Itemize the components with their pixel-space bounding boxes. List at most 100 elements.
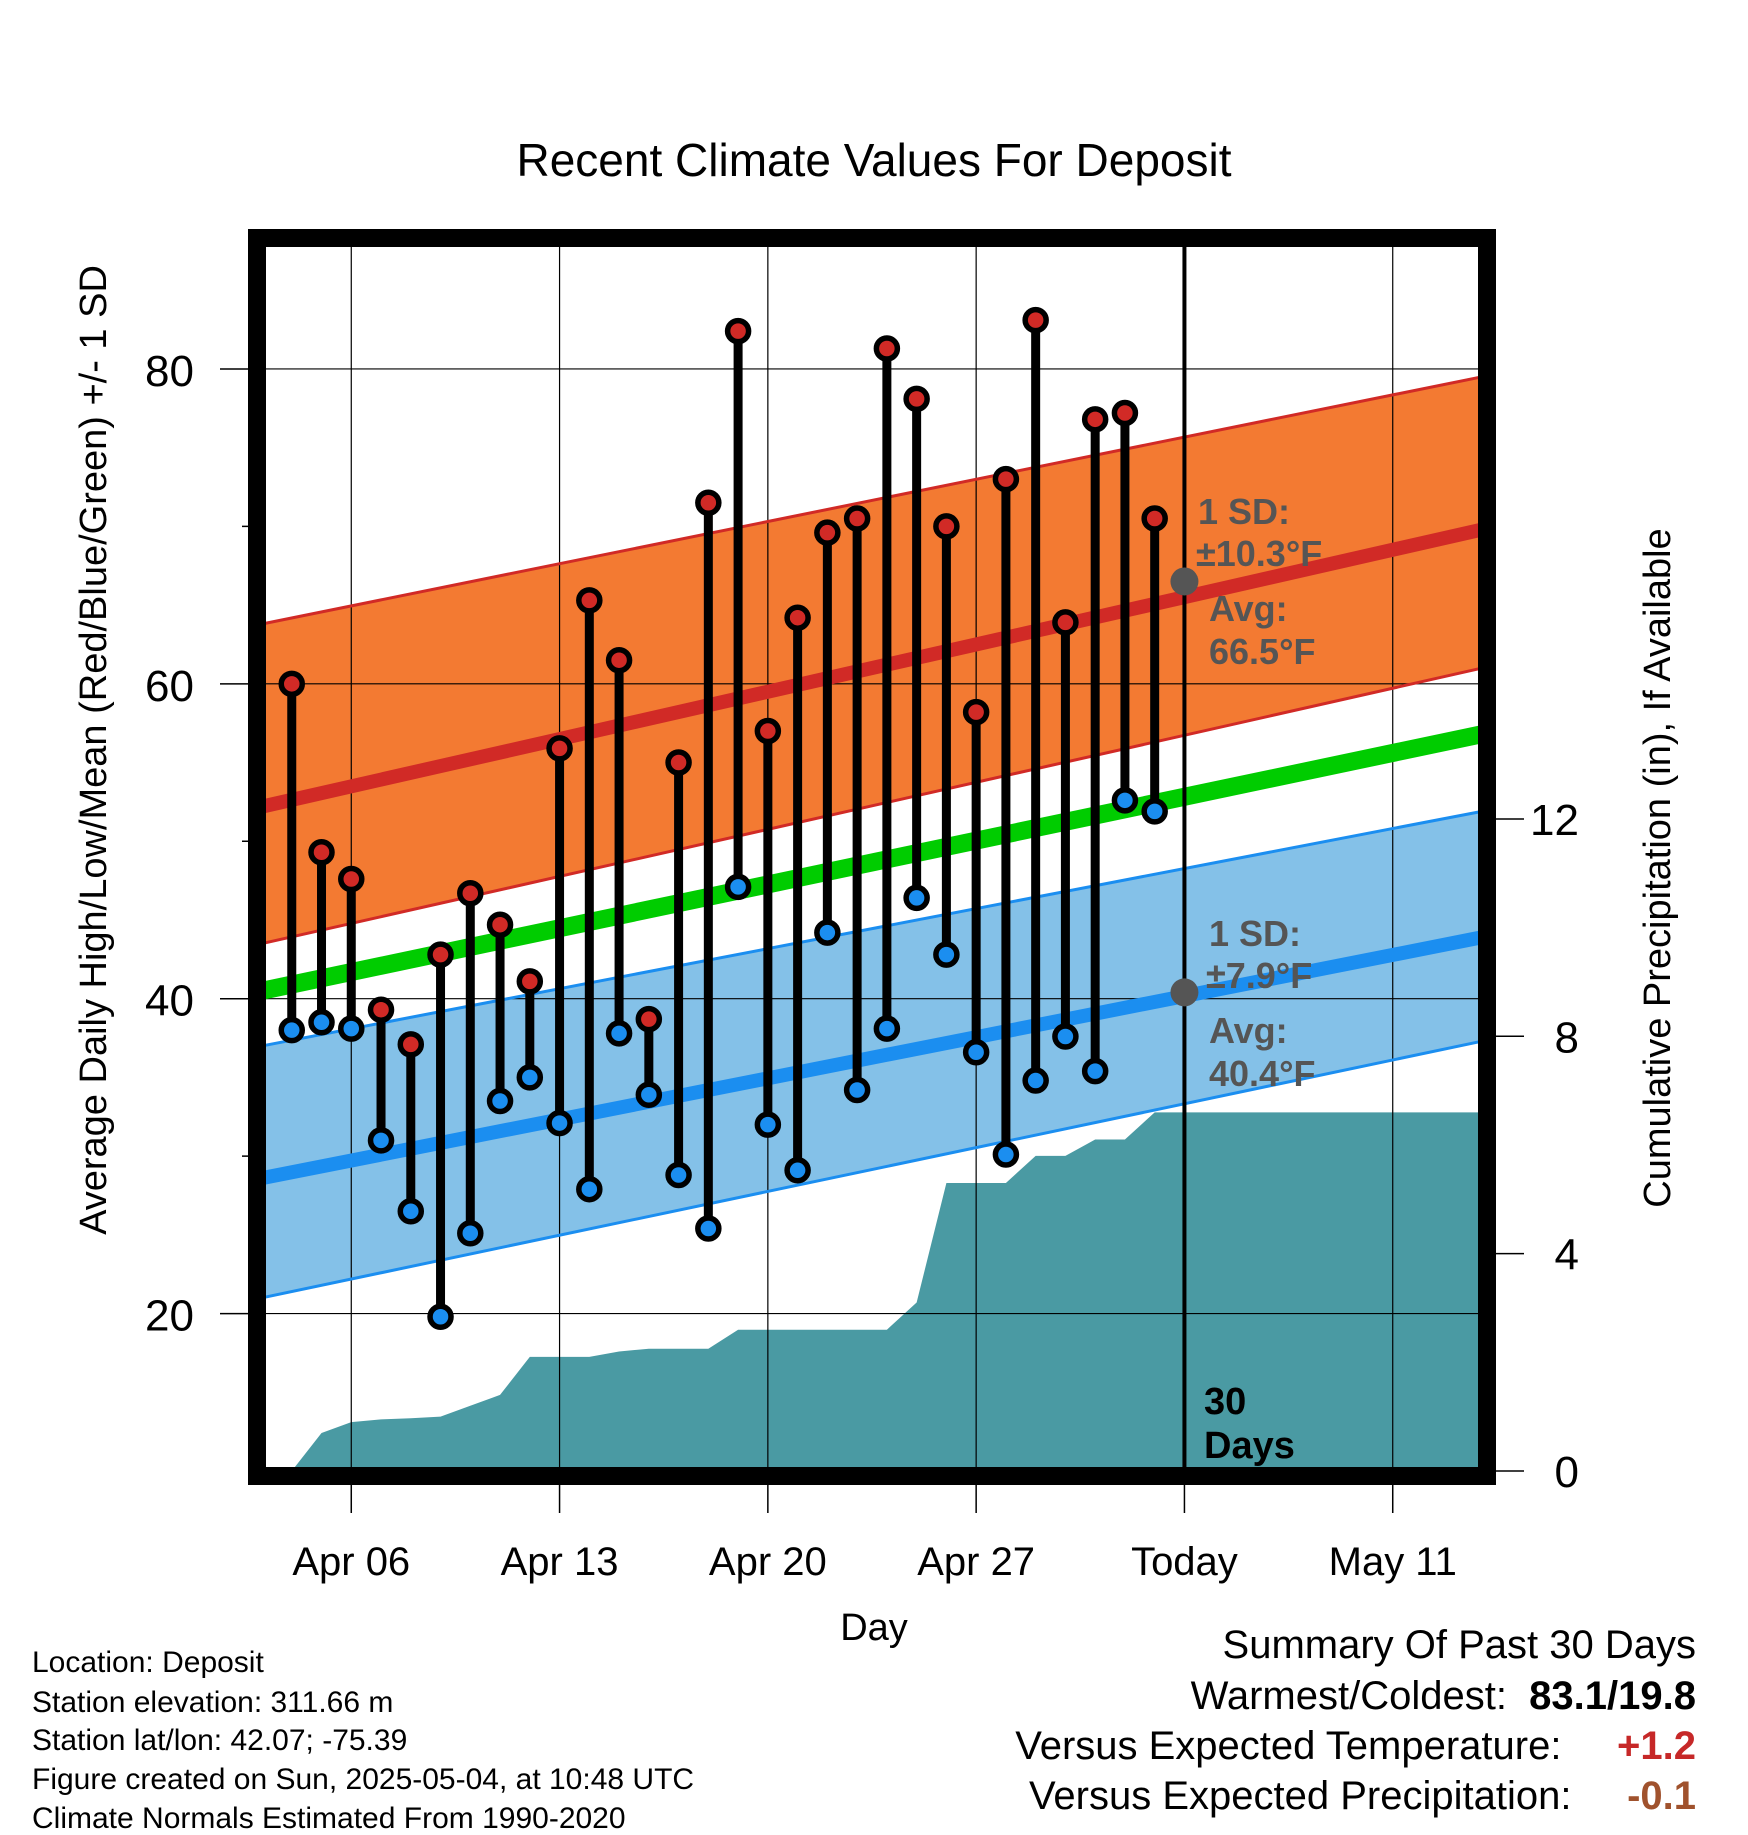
high-upper-line	[261, 375, 1483, 626]
daily-high-point	[754, 717, 782, 745]
daily-low-point	[665, 1161, 692, 1189]
daily-low-point	[843, 1076, 871, 1104]
y2-tick-label: 8	[1555, 1013, 1579, 1062]
daily-low-point	[1022, 1067, 1049, 1094]
chart-title: Recent Climate Values For Deposit	[517, 134, 1232, 186]
low-normal-line	[260, 930, 1484, 1186]
summary-title-text: Summary Of Past 30 Days	[1222, 1623, 1696, 1667]
low-sd-value: ±7.9°F	[1206, 955, 1312, 996]
daily-low-point	[814, 919, 841, 946]
low-avg-label: Avg:	[1209, 1010, 1288, 1051]
daily-high-point	[724, 317, 752, 345]
y-tick-label: 20	[145, 1292, 194, 1341]
daily-high-point	[784, 604, 811, 631]
today-days-label: Days	[1204, 1425, 1295, 1467]
daily-low-point	[605, 1020, 633, 1047]
daily-high-point	[873, 335, 901, 362]
daily-low-point	[992, 1141, 1020, 1168]
y2-tick-label: 4	[1555, 1231, 1579, 1280]
info-created: Figure created on Sun, 2025-05-04, at 10…	[32, 1763, 695, 1796]
x-axis-label: Day	[840, 1607, 908, 1649]
y-tick-label: 40	[145, 977, 194, 1026]
low-avg-marker	[1170, 978, 1199, 1007]
daily-high-point	[962, 698, 990, 726]
low-upper-line	[261, 809, 1483, 1048]
daily-low-point	[754, 1111, 782, 1138]
precip-value: -0.1	[1627, 1774, 1696, 1818]
daily-low-point	[1111, 787, 1139, 814]
daily-low-point	[1141, 798, 1168, 825]
daily-high-point	[843, 505, 871, 532]
daily-high-point	[635, 1005, 663, 1033]
high-normal-line	[260, 522, 1484, 814]
info-normals: Climate Normals Estimated From 1990-2020	[32, 1802, 626, 1835]
daily-low-point	[397, 1197, 425, 1225]
daily-high-point	[486, 911, 514, 938]
high-sd-label: 1 SD:	[1198, 491, 1290, 532]
daily-low-point	[1052, 1023, 1079, 1050]
daily-low-point	[546, 1109, 573, 1137]
summary-warm-cold: Warmest/Coldest: 83.1/19.8	[1191, 1676, 1696, 1716]
y-tick-label: 80	[145, 347, 194, 396]
low-lower-line	[261, 1039, 1483, 1300]
daily-low-point	[635, 1081, 663, 1108]
daily-low-point	[367, 1127, 395, 1154]
daily-high-point	[1081, 406, 1109, 433]
precip-label: Versus Expected Precipitation:	[1028, 1774, 1572, 1818]
daily-high-point	[308, 839, 335, 866]
daily-high-point	[1111, 399, 1139, 427]
daily-high-point	[546, 735, 573, 762]
high-avg-label: Avg:	[1209, 588, 1288, 629]
daily-high-point	[1022, 306, 1049, 334]
daily-high-point	[665, 749, 692, 776]
x-tick-label: Apr 06	[292, 1540, 410, 1584]
daily-low-point	[933, 941, 960, 968]
x-tick-label: May 11	[1329, 1540, 1457, 1584]
summary-temp: Versus Expected Temperature: +1.2	[1015, 1726, 1696, 1766]
daily-high-point	[933, 513, 960, 540]
daily-high-point	[992, 465, 1020, 493]
low-avg-value: 40.4°F	[1209, 1053, 1315, 1094]
daily-low-point	[278, 1016, 306, 1044]
daily-low-point	[724, 873, 752, 901]
daily-high-point	[695, 489, 722, 517]
daily-low-point	[516, 1064, 544, 1091]
daily-high-point	[367, 996, 395, 1023]
y-tick-label: 60	[145, 662, 194, 711]
daily-high-point	[814, 519, 841, 546]
x-tick-label: Apr 27	[917, 1540, 1035, 1584]
info-elevation: Station elevation: 311.66 m	[32, 1686, 394, 1719]
daily-low-point	[486, 1087, 514, 1115]
daily-low-point	[308, 1009, 335, 1036]
y2-tick-label: 12	[1530, 796, 1579, 845]
daily-high-point	[1052, 609, 1079, 636]
y2-tick-label: 0	[1555, 1448, 1579, 1497]
daily-high-point	[397, 1031, 425, 1058]
daily-high-point	[427, 941, 454, 968]
warm-cold-label: Warmest/Coldest:	[1190, 1674, 1507, 1718]
high-sd-band	[262, 376, 1482, 944]
high-avg-value: 66.5°F	[1209, 631, 1315, 672]
daily-low-point	[457, 1220, 484, 1247]
daily-low-point	[427, 1303, 454, 1330]
info-location: Location: Deposit	[32, 1646, 264, 1679]
y2-axis-label: Cumulative Precipitation (in), If Availa…	[1637, 528, 1679, 1207]
summary-precip: Versus Expected Precipitation: -0.1	[1029, 1776, 1696, 1816]
daily-high-point	[903, 385, 930, 413]
daily-high-point	[605, 646, 633, 674]
daily-high-point	[278, 670, 306, 698]
daily-high-point	[516, 968, 544, 995]
daily-low-point	[338, 1015, 365, 1042]
daily-low-point	[962, 1038, 990, 1066]
daily-low-point	[695, 1215, 722, 1242]
daily-low-point	[1081, 1057, 1109, 1085]
daily-low-point	[903, 884, 930, 912]
x-tick-label: Apr 13	[501, 1540, 619, 1584]
high-avg-marker	[1170, 567, 1199, 596]
high-sd-value: ±10.3°F	[1196, 533, 1322, 574]
x-tick-label: Apr 20	[709, 1540, 827, 1584]
daily-high-point	[338, 865, 365, 893]
daily-high-point	[1141, 505, 1168, 532]
plot-frame	[248, 229, 1496, 1485]
